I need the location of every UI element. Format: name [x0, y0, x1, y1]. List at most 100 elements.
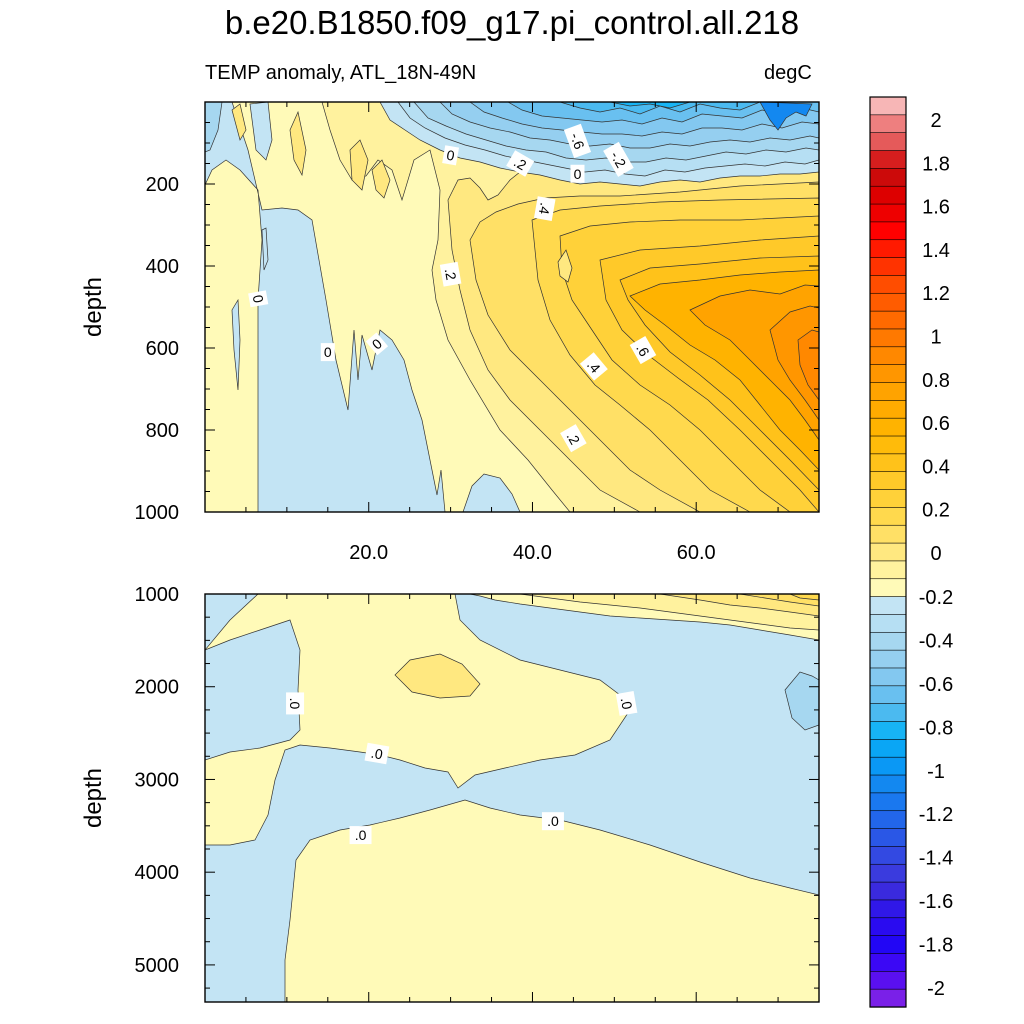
upper-panel-field: [205, 102, 819, 512]
colorbar-tick-label: 0: [930, 543, 941, 565]
colorbar-swatch: [869, 792, 907, 812]
colorbar-swatch: [869, 453, 907, 473]
colorbar: 2 1.8 1.6 1.4 1.2 1 0.8 0.6 0.4 0.2 0 -0.2 -0.4 -0.6 -…: [869, 96, 953, 1008]
colorbar-swatch: [869, 614, 907, 633]
colorbar-swatch: [869, 150, 907, 169]
colorbar-swatch: [869, 221, 907, 241]
field-region: [205, 102, 223, 153]
contour-label: .0: [541, 812, 564, 831]
y-tick-label: 5000: [135, 955, 180, 977]
colorbar-swatch: [869, 971, 907, 990]
y-tick-label: 1000: [135, 502, 180, 524]
colorbar-tick-label: -2: [927, 978, 945, 1000]
colorbar-tick-label: -1.4: [919, 848, 953, 870]
contour-label-box: [615, 691, 638, 716]
lower-panel-frame: [204, 593, 820, 1003]
colorbar-swatch: [869, 560, 907, 580]
lower-panel-field: [205, 594, 819, 1002]
contour-label: -.6: [563, 123, 592, 159]
contour-label-box: [563, 123, 592, 159]
contour-label-box: [349, 826, 372, 845]
colorbar-swatch: [869, 899, 907, 919]
colorbar-tick-label: 1.6: [922, 197, 950, 219]
colorbar-swatch: [869, 185, 907, 205]
contour-label-text: -.2: [607, 148, 629, 170]
x-tick-label: 20.0: [349, 542, 388, 564]
colorbar-tick-label: 0.8: [922, 370, 950, 392]
colorbar-swatch: [869, 132, 907, 152]
contour-label-box: [365, 332, 389, 356]
field-region: [462, 473, 521, 512]
contour-label: .0: [286, 692, 305, 715]
field-region: [205, 594, 259, 651]
colorbar-tick-label: 1.8: [922, 153, 950, 175]
colorbar-tick-label: 2: [930, 110, 941, 132]
contour-label: 0: [570, 164, 585, 183]
field-region: [289, 110, 307, 177]
colorbar-swatch: [869, 203, 907, 223]
colorbar-swatch: [869, 863, 907, 883]
chart-subtitle-units: degC: [764, 62, 812, 84]
contour-label-box: [439, 261, 462, 287]
contour-label-box: [364, 742, 390, 765]
colorbar-swatch: [869, 382, 907, 401]
colorbar-swatch: [869, 631, 907, 651]
field-region: [261, 227, 269, 271]
colorbar-swatch: [869, 275, 907, 294]
contour-label-box: [579, 352, 608, 381]
colorbar-tick-label: -1.6: [919, 891, 953, 913]
contour-label-text: 0: [574, 166, 582, 182]
colorbar-tick-label: -0.8: [919, 717, 953, 739]
colorbar-swatch: [869, 667, 907, 687]
contour-label: .2: [439, 261, 462, 287]
colorbar-tick-label: -1.8: [919, 935, 953, 957]
colorbar-swatch: [869, 114, 907, 134]
contour-label-text: .4: [536, 201, 554, 215]
colorbar-swatch: [869, 774, 907, 794]
field-region: [559, 102, 761, 115]
y-tick-label: 4000: [135, 862, 180, 884]
contour-label-box: [320, 343, 335, 362]
colorbar-swatch: [869, 828, 907, 848]
field-region: [394, 653, 481, 699]
x-tick-label: 60.0: [677, 542, 716, 564]
colorbar-tick-label: 0.4: [922, 456, 950, 478]
colorbar-frame: [869, 96, 907, 1008]
contour-label: .0: [349, 826, 372, 845]
colorbar-swatch: [869, 988, 907, 1008]
y-tick-label: 3000: [135, 769, 180, 791]
contour-label-text: .2: [442, 267, 460, 281]
colorbar-swatch: [869, 310, 907, 330]
contour-label-text: 0: [324, 344, 332, 360]
colorbar-swatch: [869, 810, 907, 830]
field-region: [349, 139, 369, 191]
contour-label: -.2: [603, 141, 634, 177]
contour-label-box: [286, 692, 305, 715]
y-tick-label: 1000: [135, 584, 180, 606]
chart-title: b.e20.B1850.f09_g17.pi_control.all.218: [224, 4, 800, 41]
contour-label-box: [570, 164, 585, 183]
contour-label-box: [533, 196, 556, 221]
contour-label-text: -.6: [567, 131, 588, 152]
field-region: [371, 159, 391, 199]
y-tick-label: 2000: [135, 677, 180, 699]
chart-subtitle-variable: TEMP anomaly, ATL_18N-49N: [205, 62, 477, 84]
contour-label: .2: [560, 424, 587, 453]
contour-label-box: [541, 812, 564, 831]
contour-label: .4: [533, 196, 556, 221]
colorbar-tick-label: 1.2: [922, 283, 950, 305]
contour-label-text: 0: [250, 294, 267, 305]
colorbar-swatch: [869, 239, 907, 259]
field-region: [205, 594, 819, 1002]
contour-label: 0: [442, 145, 460, 166]
contour-label: 0: [248, 290, 269, 308]
contour-label-box: [560, 424, 587, 453]
colorbar-swatch: [869, 881, 907, 901]
contour-label-text: 0: [445, 147, 456, 164]
colorbar-swatch: [869, 739, 907, 758]
contour-label-box: [629, 336, 657, 365]
colorbar-swatch: [869, 756, 907, 776]
contour-label: .0: [364, 742, 390, 765]
field-region: [609, 102, 691, 109]
